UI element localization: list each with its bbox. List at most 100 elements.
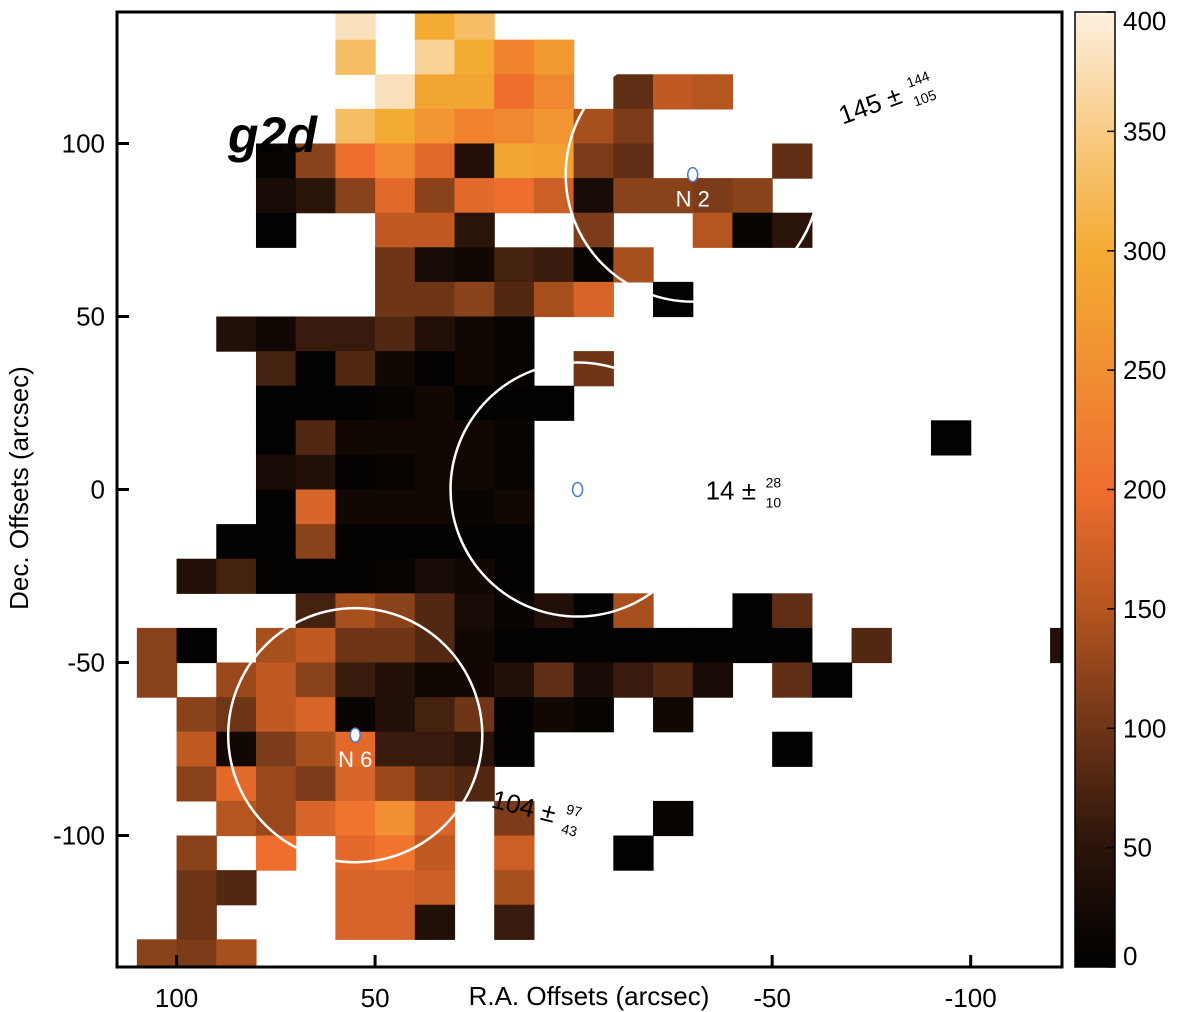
heatmap-cell [295,697,336,733]
heatmap-cell [375,74,416,110]
heatmap-cell [414,316,456,352]
heatmap-cell [414,731,456,767]
heatmap-cell [375,316,416,352]
heatmap-cell [613,178,654,214]
heatmap-cell [295,143,336,179]
heatmap-cell [375,143,416,179]
source-value-annotation: 14 ± 28 10 [706,475,782,511]
heatmap-cell [613,108,654,145]
heatmap-cell [335,454,376,491]
heatmap-cell [692,212,734,248]
heatmap-cell [772,627,813,664]
heatmap-cell [375,800,416,837]
heatmap-cell [454,39,495,75]
heatmap-cell [454,731,495,767]
x-tick-label: -50 [753,983,791,1012]
heatmap-cell [414,627,456,664]
heatmap-cell [494,454,535,491]
heatmap-cell [414,178,456,214]
heatmap-cell [414,558,456,594]
heatmap-cell [335,178,376,214]
heatmap-cell [176,627,217,664]
heatmap-cell [573,662,614,698]
heatmap-cell [255,454,297,491]
heatmap-cell [414,281,456,318]
heatmap-cell [414,420,456,456]
heatmap-cell [255,662,297,698]
heatmap-cell [494,558,535,594]
heatmap-cell [335,697,376,733]
heatmap-cell [255,212,297,248]
colorbar-tick-label: 100 [1123,713,1166,743]
heatmap-cell [732,627,773,664]
heatmap-cell [613,627,654,664]
heatmap-cell [375,454,416,491]
heatmap-cell [176,558,217,594]
heatmap-cell [335,558,376,594]
heatmap-cell [613,74,654,110]
heatmap-cell [375,178,416,214]
aperture-circle [564,46,822,303]
heatmap-cell [653,697,694,733]
heatmap-cell [533,247,575,283]
heatmap-cell [494,489,535,525]
heatmap-cell [375,489,416,525]
heatmap-cell [375,766,416,802]
heatmap-cell [573,212,614,248]
heatmap-cell [494,697,535,733]
heatmap-cell [255,697,297,733]
x-tick-label: -100 [945,983,997,1012]
heatmap-cell [255,420,297,456]
source-err-down: 43 [560,820,579,839]
heatmap-cell [454,108,495,145]
heatmap-cell [494,662,535,698]
heatmap-cell [573,627,614,664]
heatmap-cell [176,939,217,967]
heatmap-cell [375,697,416,733]
heatmap-cell [375,870,416,906]
heatmap-cell [533,697,575,733]
heatmap-cell [533,39,575,75]
heatmap-cell [613,662,654,698]
heatmap-cell [216,939,257,967]
heatmap-cell [732,593,773,629]
heatmap-cell [335,108,376,145]
heatmap-cell [375,904,416,940]
heatmap-cell [692,178,734,214]
x-axis-ticks: 100 50 -50 -100 [155,955,997,1012]
source-label: SM 1 [552,502,603,527]
heatmap-cell [216,870,257,906]
colorbar-tick-label: 150 [1123,594,1166,624]
heatmap-cell [692,662,734,698]
heatmap-cell [295,385,336,421]
aperture-circle [226,606,484,864]
heatmap-cell [295,489,336,525]
source-err-up: 144 [904,68,932,91]
heatmap-cell [335,835,376,871]
heatmap-cell [375,420,416,456]
heatmap-cell [375,835,416,871]
y-tick-label: 100 [62,128,105,158]
heatmap-cell [255,489,297,525]
heatmap-cell [255,143,297,179]
colorbar-tick-label: 0 [1123,941,1137,971]
colorbar-tick-label: 200 [1123,475,1166,505]
heatmap-cell [573,281,614,318]
heatmap-cell [335,627,376,664]
source-value: 14 ± [706,476,756,506]
heatmap-cell [494,800,535,837]
heatmap-cell [255,178,297,214]
heatmap-cell [494,524,535,560]
heatmap-cell [494,108,535,145]
heatmap-cell [176,870,217,906]
heatmap-cells [136,12,1062,967]
heatmap-cell [335,420,376,456]
heatmap-cell [375,108,416,145]
heatmap-cell [930,420,972,456]
heatmap-cell [295,316,336,352]
heatmap-cell [533,74,575,110]
source-marker [571,481,584,498]
heatmap-cell [255,558,297,594]
source-err-up: 97 [565,801,584,820]
